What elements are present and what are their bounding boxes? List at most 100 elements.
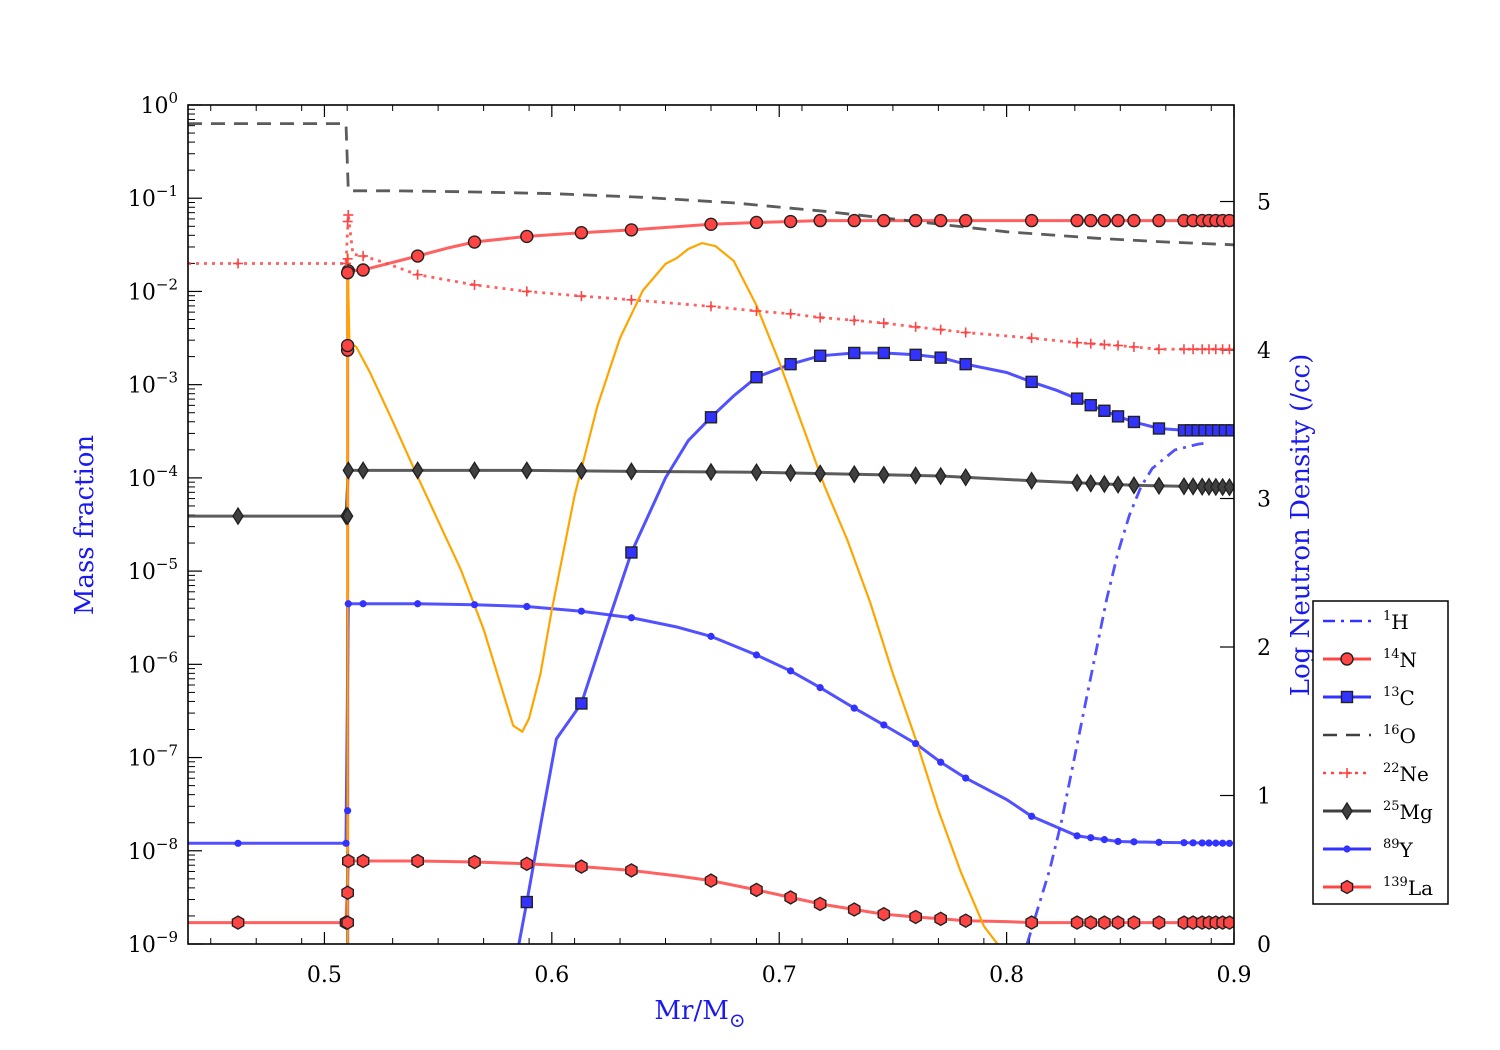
marker-139La-13 xyxy=(847,902,861,917)
plot-border xyxy=(187,104,1235,945)
marker-89Y-23 xyxy=(1130,838,1138,846)
y-tick-exponent: −7 xyxy=(156,742,178,760)
y-tick-label-2: 10−2 xyxy=(128,275,178,305)
marker-22Ne-9 xyxy=(706,301,716,312)
y-tick-base: 10 xyxy=(128,840,156,865)
y-tick-exponent: −1 xyxy=(156,182,178,200)
legend-mass: 25 xyxy=(1383,799,1400,814)
y-tick-base: 10 xyxy=(128,653,156,678)
marker-139La-17 xyxy=(959,913,972,929)
marker-22Ne-31 xyxy=(1224,344,1234,355)
marker-13C-3 xyxy=(704,411,718,424)
marker-25Mg-3 xyxy=(357,461,369,480)
legend-element: N xyxy=(1400,648,1418,672)
marker-22Ne-18 xyxy=(1026,333,1037,344)
y-tick-label-5: 10−5 xyxy=(128,555,178,585)
marker-13C-18 xyxy=(1152,422,1166,435)
legend-mass: 1 xyxy=(1383,609,1391,624)
marker-13C-8 xyxy=(877,346,891,360)
tick-labels: 0.5 0.6 0.7 0.8 0.910−910−810−710−610−510−41… xyxy=(128,89,1271,988)
marker-89Y-18 xyxy=(1028,812,1036,820)
marker-25Mg-9 xyxy=(705,462,717,482)
marker-139La-19 xyxy=(1070,915,1084,930)
marker-13C-16 xyxy=(1111,410,1125,423)
legend-label-139La: 139La xyxy=(1383,875,1433,900)
marker-25Mg-7 xyxy=(575,461,588,481)
marker-22Ne-20 xyxy=(1085,338,1096,349)
marker-13C-6 xyxy=(813,349,827,362)
marker-25Mg-18 xyxy=(1025,471,1038,491)
marker-14N-20 xyxy=(1111,213,1125,228)
legend-box xyxy=(1312,600,1449,905)
marker-25Mg-16 xyxy=(934,466,947,486)
marker-89Y-13 xyxy=(850,704,858,712)
marker-14N-2 xyxy=(410,249,425,263)
marker-22Ne-17 xyxy=(960,327,971,338)
x-tick-label-3: 0.8 xyxy=(989,963,1024,988)
marker-22Ne-19 xyxy=(1072,337,1083,348)
marker-89Y-31 xyxy=(1225,839,1234,847)
marker-22Ne-4 xyxy=(412,269,423,280)
marker-139La-14 xyxy=(877,906,891,922)
marker-22Ne-12 xyxy=(815,312,826,323)
marker-25Mg-31 xyxy=(1223,477,1234,497)
legend-element: Mg xyxy=(1400,800,1433,824)
marker-13C-0 xyxy=(520,895,534,909)
marker-14N-21 xyxy=(1127,213,1141,228)
legend-marker-14N xyxy=(1340,652,1354,666)
marker-89Y-22 xyxy=(1114,837,1122,846)
series-line-16O xyxy=(188,122,1234,247)
marker-139La-22 xyxy=(1111,915,1125,930)
marker-139La-24 xyxy=(1152,915,1166,930)
y2-axis-label: Log Neutron Density (/cc) xyxy=(1286,354,1316,696)
marker-25Mg-5 xyxy=(468,461,481,480)
x-tick-label-2: 0.7 xyxy=(762,963,797,988)
marker-22Ne-11 xyxy=(785,308,796,319)
marker-25Mg-14 xyxy=(877,465,890,485)
marker-25Mg-13 xyxy=(848,464,861,484)
marker-89Y-spike xyxy=(344,807,352,815)
marker-139La-0 xyxy=(231,915,245,930)
y-tick-exponent: −8 xyxy=(156,835,178,853)
marker-14N-17 xyxy=(1070,213,1084,228)
legend-mass: 14 xyxy=(1383,647,1400,662)
marker-89Y-26 xyxy=(1189,839,1197,847)
marker-13C-10 xyxy=(934,351,947,364)
y2-tick-label-0: 0 xyxy=(1257,933,1271,958)
marker-13C-26 xyxy=(1225,424,1234,437)
marker-139La-7 xyxy=(575,859,588,874)
marker-14N-11 xyxy=(847,213,861,228)
marker-13C-4 xyxy=(750,371,763,384)
marker-22Ne-6 xyxy=(521,286,532,297)
legend-mass: 13 xyxy=(1383,685,1400,700)
legend-mass: 89 xyxy=(1383,837,1400,852)
marker-89Y-19 xyxy=(1073,832,1081,840)
legend-marker-13C xyxy=(1340,690,1354,704)
marker-22Ne-22 xyxy=(1113,340,1124,351)
marker-139La-11 xyxy=(784,890,797,905)
marker-25Mg-10 xyxy=(750,462,763,482)
marker-89Y-2 xyxy=(344,600,352,608)
y-tick-exponent: −2 xyxy=(156,275,178,293)
legend-marker-22Ne xyxy=(1342,768,1352,778)
y-tick-base: 10 xyxy=(128,560,156,585)
marker-14N-1 xyxy=(356,263,370,277)
marker-13C-5 xyxy=(784,357,797,371)
marker-22Ne-25 xyxy=(1178,344,1189,355)
series-layer xyxy=(188,122,1234,944)
legend-label-22Ne: 22Ne xyxy=(1383,761,1429,786)
marker-13C-13 xyxy=(1070,392,1084,405)
legend-marker-89Y xyxy=(1343,845,1351,853)
marker-14N-10 xyxy=(813,213,827,228)
marker-89Y-25 xyxy=(1180,839,1188,847)
legend-mass: 139 xyxy=(1383,875,1408,890)
marker-25Mg-4 xyxy=(411,461,424,480)
marker-14N-15 xyxy=(958,213,973,228)
legend-marker-25Mg xyxy=(1341,801,1353,821)
marker-139La-2 xyxy=(342,853,355,869)
marker-139La-12 xyxy=(813,896,827,912)
marker-25Mg-17 xyxy=(959,467,972,487)
legend-element: La xyxy=(1408,876,1433,900)
marker-13C-14 xyxy=(1084,398,1097,412)
